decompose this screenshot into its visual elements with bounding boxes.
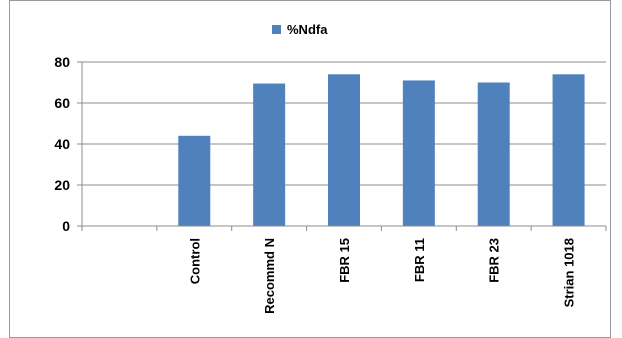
bar [402,80,435,226]
x-axis: Control Recommd N FBR 15 FBR 11 FBR 23 Strian… [81,225,607,314]
x-category-label: FBR 15 [337,238,352,283]
x-category-label: FBR 23 [487,238,502,283]
bar [178,135,211,226]
bars [178,74,585,227]
x-category-label: Strian 1018 [562,238,577,307]
y-tick-label: 20 [54,177,70,193]
x-category-label: Control [187,238,202,284]
y-tick-label: 40 [54,136,70,152]
bar [552,74,585,226]
legend-swatch [272,25,281,34]
bar [328,74,360,226]
x-category-label: Recommd N [262,238,277,314]
legend: %Ndfa [272,22,328,37]
legend-label: %Ndfa [287,22,328,37]
bar [253,83,286,227]
y-tick-label: 80 [54,54,70,70]
y-tick-label: 60 [54,95,70,111]
bar [477,82,510,226]
x-category-label: FBR 11 [412,238,427,282]
y-axis: 0 20 40 60 80 [54,54,83,234]
chart-border [9,0,611,338]
y-tick-label: 0 [62,218,70,234]
